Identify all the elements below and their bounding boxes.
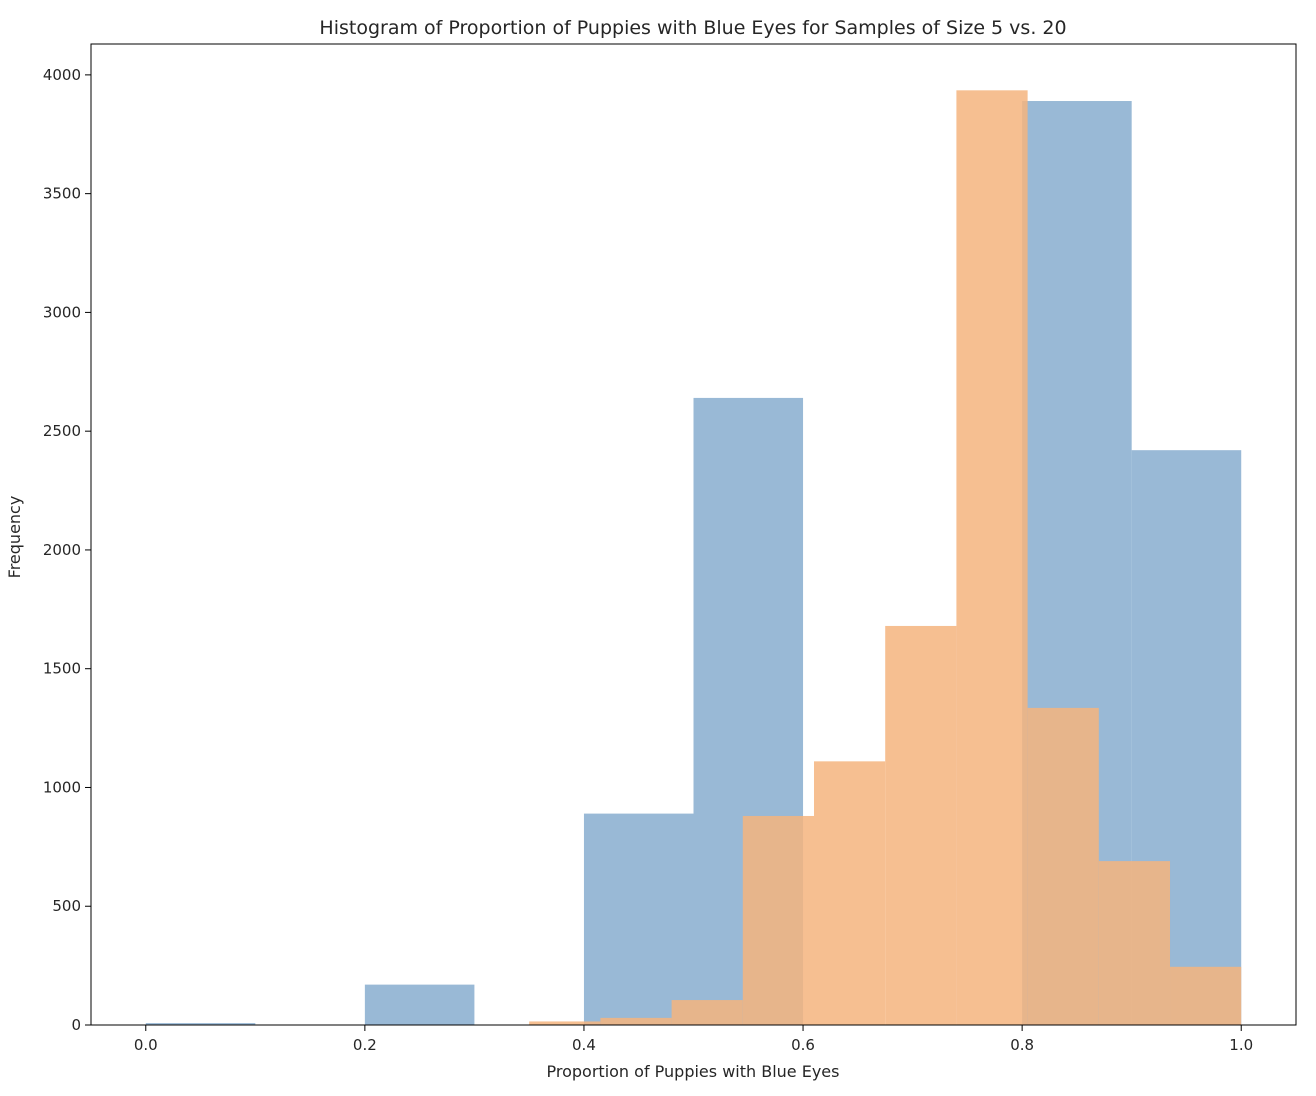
y-axis-label: Frequency xyxy=(5,496,24,579)
y-tick-label: 4000 xyxy=(43,66,81,84)
x-axis-label: Proportion of Puppies with Blue Eyes xyxy=(547,1062,840,1081)
x-tick-label: 0.8 xyxy=(1010,1036,1034,1054)
x-tick-label: 0.0 xyxy=(134,1036,158,1054)
histogram-bar-series-2-bin-5 xyxy=(814,761,885,1025)
y-tick-label: 3500 xyxy=(43,185,81,203)
y-tick-label: 0 xyxy=(71,1016,81,1034)
chart-title: Histogram of Proportion of Puppies with … xyxy=(319,17,1066,39)
y-tick-label: 2000 xyxy=(43,541,81,559)
y-tick-label: 1000 xyxy=(43,778,81,796)
x-tick-label: 0.2 xyxy=(353,1036,377,1054)
y-tick-label: 2500 xyxy=(43,422,81,440)
histogram-bar-series-1-bin-3 xyxy=(365,985,475,1025)
histogram-bar-series-2-bin-8 xyxy=(1028,708,1099,1025)
histogram-bar-series-1-bin-5 xyxy=(584,814,694,1025)
histogram-bar-series-2-bin-1 xyxy=(529,1021,600,1025)
histogram-bar-series-2-bin-6 xyxy=(885,626,956,1025)
y-tick-label: 3000 xyxy=(43,303,81,321)
x-tick-label: 0.4 xyxy=(572,1036,596,1054)
histogram-bar-series-2-bin-9 xyxy=(1099,861,1170,1025)
x-tick-label: 0.6 xyxy=(791,1036,815,1054)
histogram-bar-series-2-bin-10 xyxy=(1170,967,1241,1025)
histogram-bar-series-2-bin-3 xyxy=(672,1000,743,1025)
y-tick-label: 500 xyxy=(52,897,81,915)
histogram-bar-series-2-bin-4 xyxy=(743,816,814,1025)
y-tick-label: 1500 xyxy=(43,660,81,678)
histogram-bar-series-2-bin-2 xyxy=(600,1018,671,1025)
histogram-bar-series-2-bin-7 xyxy=(956,90,1027,1025)
x-tick-label: 1.0 xyxy=(1229,1036,1253,1054)
